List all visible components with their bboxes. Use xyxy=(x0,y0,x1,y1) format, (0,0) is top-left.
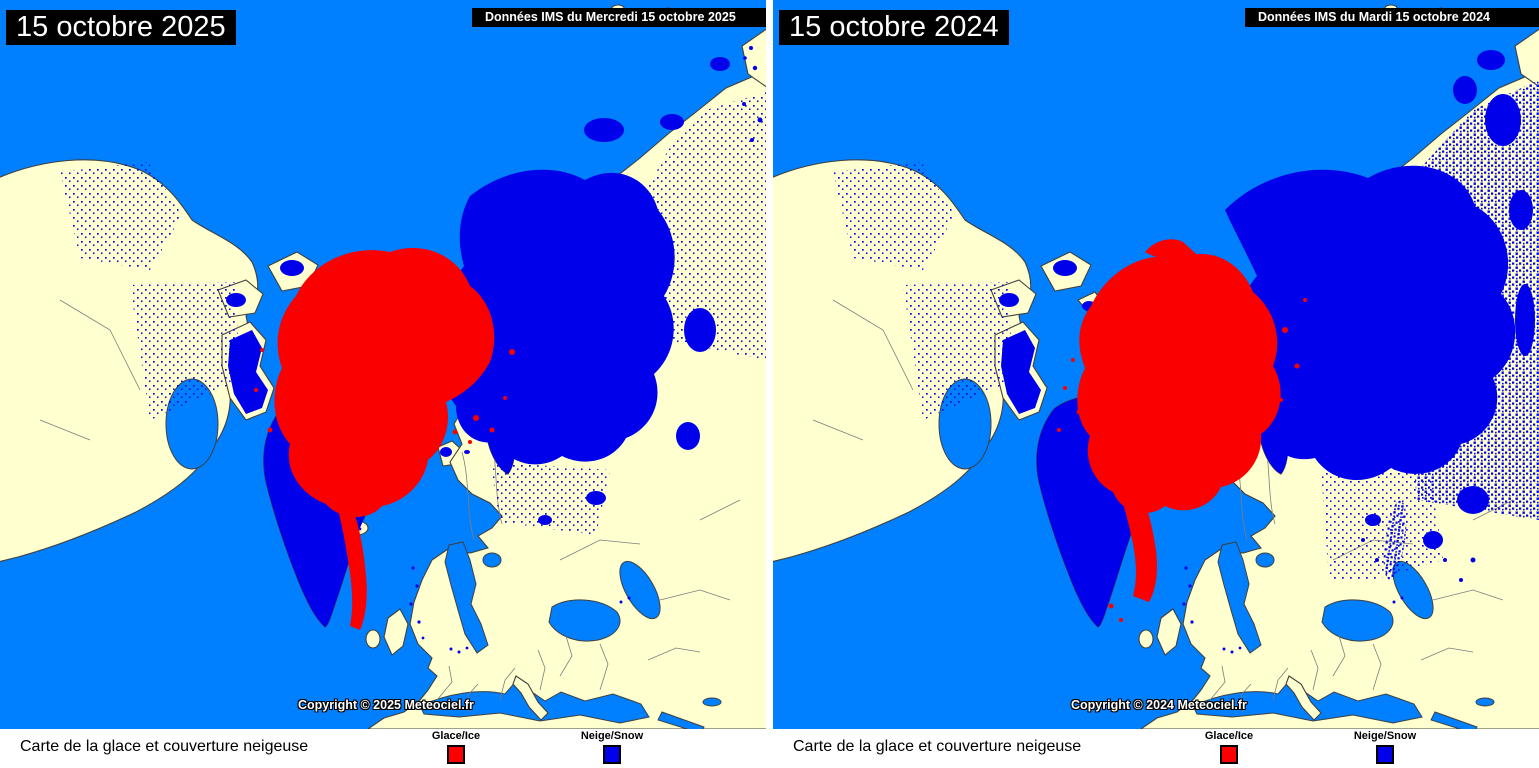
date-label-2025: 15 octobre 2025 xyxy=(6,10,236,45)
data-source-label-2025: Données IMS du Mercredi 15 octobre 2025 xyxy=(472,8,766,27)
map-panel-2024: 15 octobre 2024 Données IMS du Mardi 15 … xyxy=(773,0,1539,729)
copyright-watermark-2025: Copyright © 2025 Meteociel.fr xyxy=(298,698,474,712)
data-source-label-2024: Données IMS du Mardi 15 octobre 2024 xyxy=(1245,8,1539,27)
snow-color-swatch xyxy=(603,745,621,764)
date-label-2024: 15 octobre 2024 xyxy=(779,10,1009,45)
panel-divider xyxy=(766,0,773,729)
legend-caption: Carte de la glace et couverture neigeuse xyxy=(793,738,1082,755)
snow-legend-item: Neige/Snow xyxy=(1350,730,1420,764)
legend-caption: Carte de la glace et couverture neigeuse xyxy=(20,738,309,755)
ice-legend-item: Glace/Ice xyxy=(421,730,491,764)
ice-color-swatch xyxy=(447,745,465,764)
legend-left: Carte de la glace et couverture neigeuse… xyxy=(0,729,766,768)
snow-layer-2024 xyxy=(833,50,1539,654)
snow-legend-item: Neige/Snow xyxy=(577,730,647,764)
snow-color-swatch xyxy=(1376,745,1394,764)
ice-color-swatch xyxy=(1220,745,1238,764)
snow-ice-map-2024 xyxy=(773,4,1539,729)
ice-legend-item: Glace/Ice xyxy=(1194,730,1264,764)
snow-layer-2025 xyxy=(60,46,766,654)
snow-ice-map-2025 xyxy=(0,4,766,729)
snow-legend-label: Neige/Snow xyxy=(1353,730,1417,742)
ice-legend-label: Glace/Ice xyxy=(431,730,481,742)
ice-layer-2024 xyxy=(1057,239,1307,622)
copyright-watermark-2024: Copyright © 2024 Meteociel.fr xyxy=(1071,698,1247,712)
legend-right: Carte de la glace et couverture neigeuse… xyxy=(773,729,1539,768)
legend-bar: Carte de la glace et couverture neigeuse… xyxy=(0,729,1539,768)
ice-legend-label: Glace/Ice xyxy=(1204,730,1254,742)
ice-layer-2025 xyxy=(254,247,515,630)
snow-legend-label: Neige/Snow xyxy=(580,730,644,742)
map-panel-2025: 15 octobre 2025 Données IMS du Mercredi … xyxy=(0,0,766,729)
